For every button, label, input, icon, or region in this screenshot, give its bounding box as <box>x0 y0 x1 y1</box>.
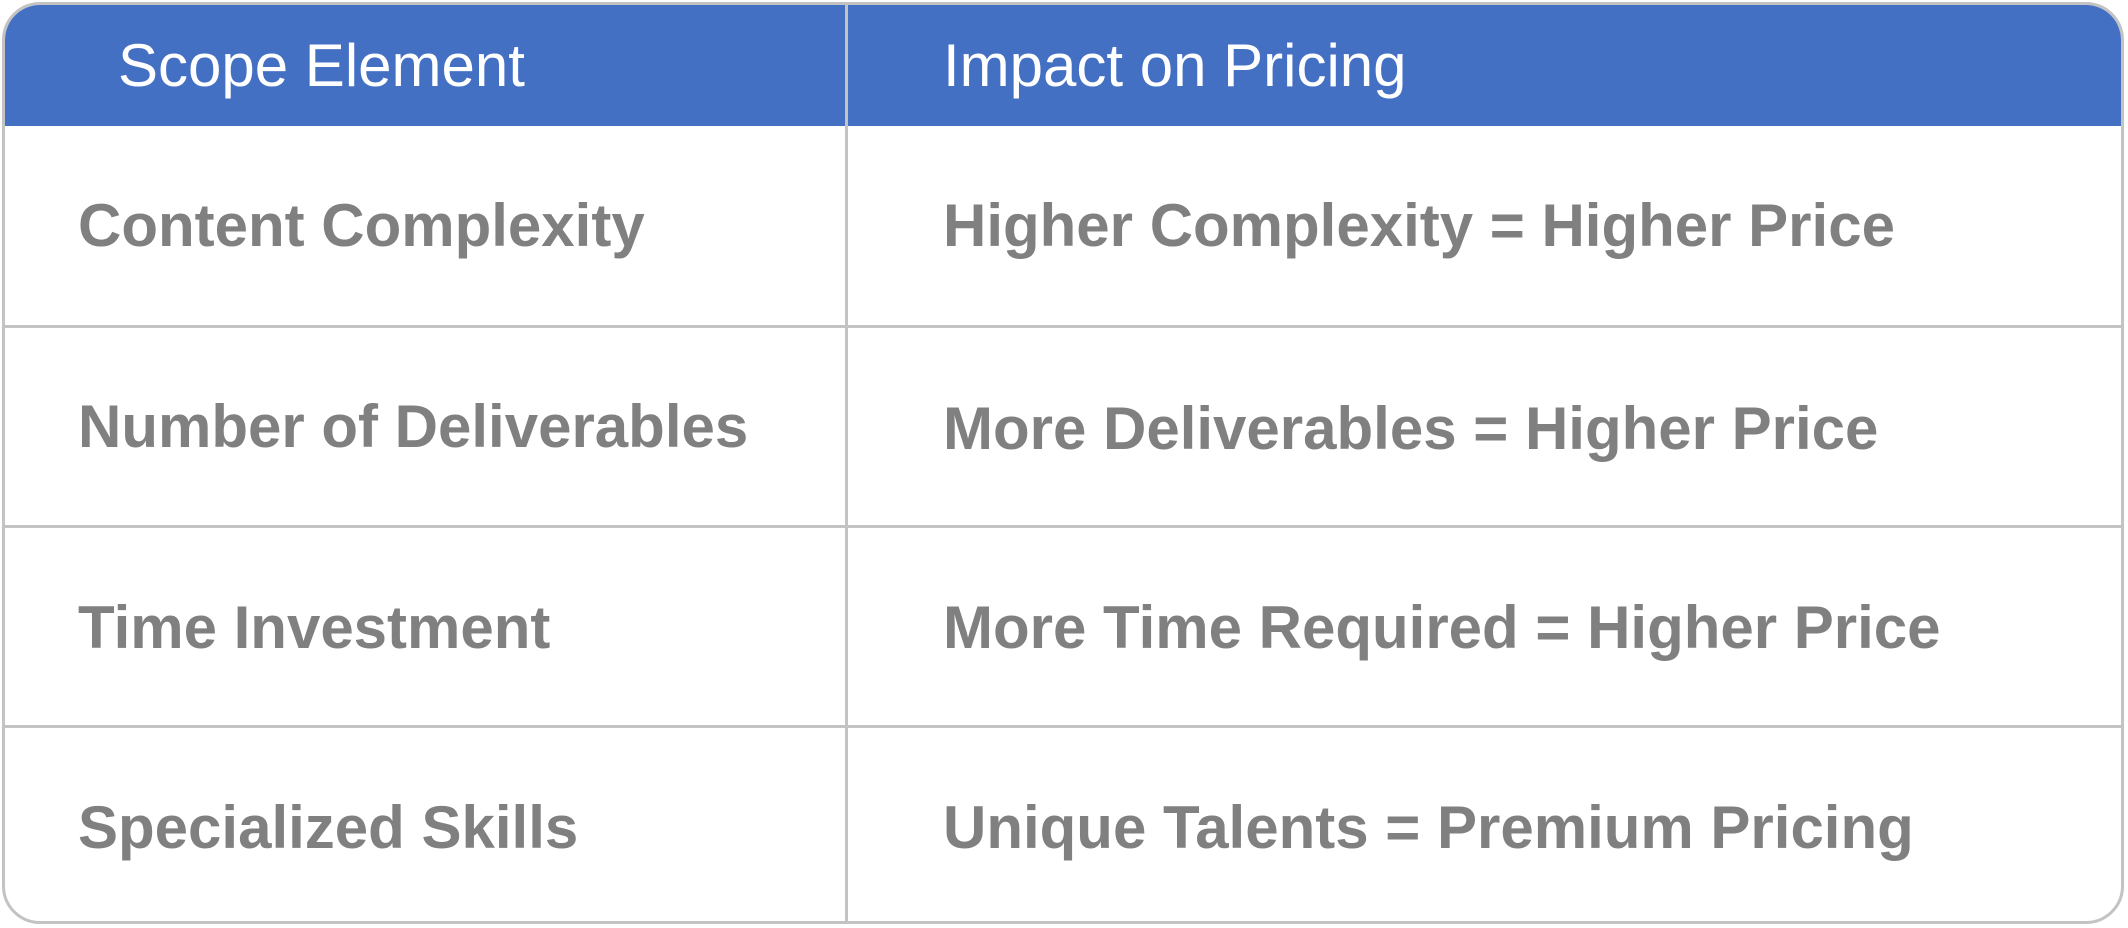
table-cell-scope-row-3: Time Investment <box>78 593 551 661</box>
row-divider-1 <box>5 325 2121 328</box>
table-cell-impact-row-2: More Deliverables = Higher Price <box>943 394 1879 462</box>
table-cell-impact-row-1: Higher Complexity = Higher Price <box>943 191 1895 259</box>
table-cell-scope-row-4: Specialized Skills <box>78 793 579 861</box>
table-cell-scope-row-1: Content Complexity <box>78 191 645 259</box>
header-scope-element: Scope Element <box>118 32 525 99</box>
table-cell-impact-row-4: Unique Talents = Premium Pricing <box>943 793 1914 861</box>
table-cell-impact-row-3: More Time Required = Higher Price <box>943 593 1941 661</box>
column-divider <box>845 5 848 921</box>
table-cell-scope-row-2: Number of Deliverables <box>78 392 749 460</box>
header-impact-on-pricing: Impact on Pricing <box>943 32 1407 99</box>
table-header-row <box>5 5 2121 126</box>
row-divider-2 <box>5 525 2121 528</box>
row-divider-3 <box>5 725 2121 728</box>
